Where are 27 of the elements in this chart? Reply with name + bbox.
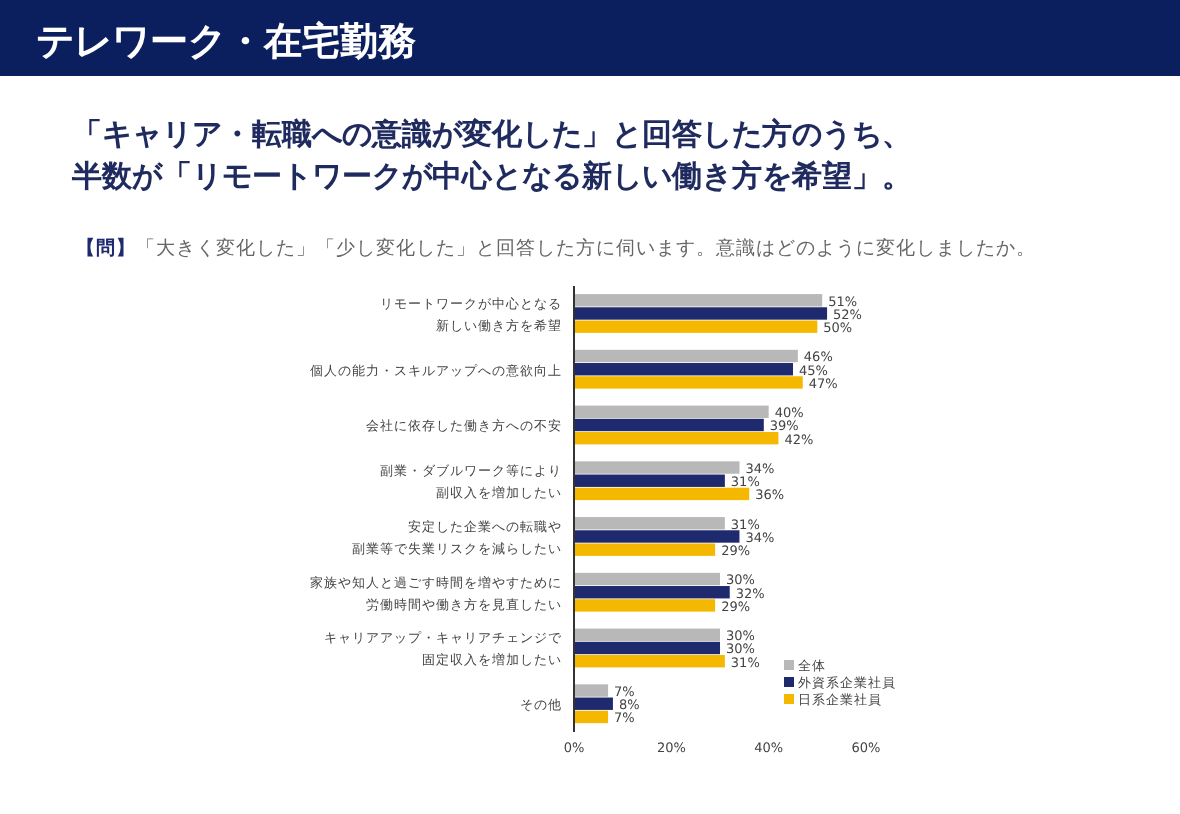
bar — [574, 418, 764, 432]
bar — [574, 530, 740, 543]
bar — [574, 697, 613, 710]
bar — [574, 684, 609, 697]
bar — [574, 710, 609, 724]
bar — [574, 628, 720, 641]
chart-subtitle: 「キャリア・転職への意識が変化した」と回答した方のうち、半数が「リモートワークが中心となる新しい働き方を希望」。 — [70, 116, 912, 194]
bar — [574, 320, 818, 333]
text: 【問】「大きく変化した」「少し変化した」と回答した方に伺います。意識はどのように変化しましたか。 — [76, 236, 1036, 260]
bar — [574, 363, 793, 376]
bar — [574, 294, 823, 307]
bar — [574, 376, 803, 389]
bar — [574, 641, 720, 655]
bar — [574, 517, 725, 530]
bar — [574, 431, 779, 445]
bar — [574, 586, 730, 599]
bar — [574, 654, 725, 668]
bar — [574, 405, 769, 418]
text: テレワーク・在宅勤務 — [36, 20, 416, 64]
bar — [574, 307, 828, 320]
bar — [574, 461, 740, 474]
bar — [574, 349, 798, 363]
bar — [574, 474, 725, 487]
bar — [574, 543, 716, 556]
bar — [574, 487, 750, 501]
bar — [574, 599, 716, 612]
bar — [574, 572, 720, 586]
